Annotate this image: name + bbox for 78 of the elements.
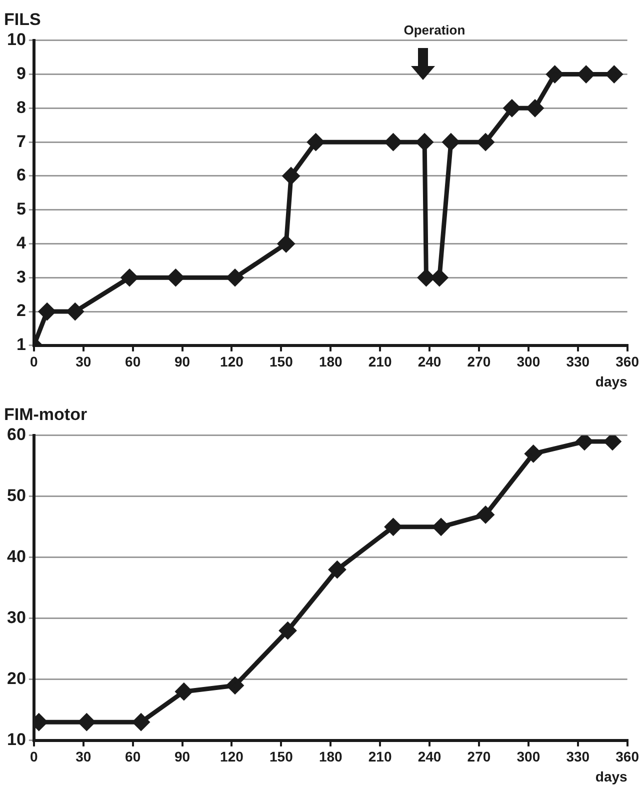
point xyxy=(432,518,450,536)
point xyxy=(385,518,402,536)
point xyxy=(280,622,296,639)
point xyxy=(121,269,138,286)
y-tick-label: 8 xyxy=(16,98,26,117)
text: Operation xyxy=(404,22,466,38)
y-tick-label: 10 xyxy=(6,730,26,750)
point xyxy=(66,303,84,320)
point xyxy=(226,677,244,694)
point xyxy=(578,66,594,83)
point xyxy=(38,303,56,320)
point xyxy=(606,66,622,83)
point xyxy=(308,134,324,150)
point xyxy=(167,269,184,286)
x-tick-label: 90 xyxy=(174,354,190,370)
point xyxy=(78,714,95,730)
x-tick-label: 0 xyxy=(30,748,38,765)
x-tick-label: 120 xyxy=(220,354,244,370)
x-tick-label: 330 xyxy=(566,354,590,370)
point xyxy=(477,134,494,150)
x-tick-label: 270 xyxy=(467,354,491,370)
y-tick-label: 7 xyxy=(16,132,26,151)
point xyxy=(418,269,434,286)
y-tick-label: 5 xyxy=(16,200,26,219)
point xyxy=(525,445,542,462)
x-tick-label: 180 xyxy=(318,354,343,370)
x-tick-label: 180 xyxy=(318,748,343,765)
x-tick-label: 330 xyxy=(566,748,590,765)
point xyxy=(526,100,544,116)
y-tick-label: 10 xyxy=(6,30,26,50)
point xyxy=(442,134,460,150)
x-axis-title: days xyxy=(595,768,628,784)
y-tick-label: 30 xyxy=(6,608,26,628)
y-tick-label: 6 xyxy=(16,166,26,185)
y-tick-label: 4 xyxy=(16,233,26,252)
point xyxy=(504,100,520,116)
chart-title: FIM-motor xyxy=(4,404,88,424)
point xyxy=(546,66,564,83)
y-tick-label: 9 xyxy=(16,64,26,83)
point xyxy=(328,561,346,578)
x-axis-title: days xyxy=(595,373,628,390)
point xyxy=(226,269,244,286)
x-tick-label: 210 xyxy=(368,748,392,765)
point xyxy=(278,235,294,252)
x-tick-label: 60 xyxy=(125,748,141,765)
x-tick-label: 360 xyxy=(616,748,640,765)
x-tick-label: 240 xyxy=(418,354,442,370)
point xyxy=(576,435,593,450)
point xyxy=(282,168,300,184)
x-tick-label: 30 xyxy=(76,748,92,765)
point xyxy=(176,683,192,700)
point xyxy=(604,435,621,450)
x-tick-label: 240 xyxy=(418,748,442,765)
x-tick-label: 150 xyxy=(269,748,294,765)
x-tick-label: 270 xyxy=(467,748,491,765)
x-tick-label: 150 xyxy=(269,354,294,370)
point xyxy=(477,506,494,523)
x-tick-label: 300 xyxy=(516,748,540,765)
point xyxy=(385,134,402,150)
x-tick-label: 60 xyxy=(125,354,141,370)
point xyxy=(431,269,448,286)
x-tick-label: 300 xyxy=(516,354,540,370)
x-tick-label: 30 xyxy=(76,354,92,370)
chart-title: FILS xyxy=(4,10,41,29)
y-tick-label: 3 xyxy=(16,267,26,286)
point xyxy=(416,134,433,150)
y-tick-label: 2 xyxy=(16,301,26,320)
x-tick-label: 90 xyxy=(174,748,190,765)
x-tick-label: 210 xyxy=(368,354,392,370)
y-tick-label: 50 xyxy=(6,486,26,506)
x-tick-label: 120 xyxy=(220,748,244,765)
x-tick-label: 360 xyxy=(616,354,640,370)
y-tick-label: 40 xyxy=(6,547,26,566)
point xyxy=(132,714,150,730)
y-tick-label: 1 xyxy=(16,335,26,354)
y-tick-label: 60 xyxy=(6,425,26,444)
y-tick-label: 20 xyxy=(6,669,26,688)
x-tick-label: 0 xyxy=(30,354,38,370)
